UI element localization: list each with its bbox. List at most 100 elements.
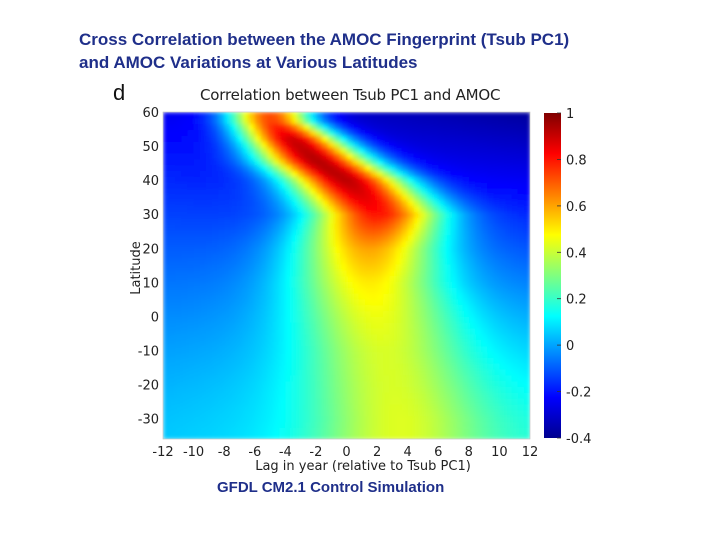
heatmap-cell	[260, 322, 268, 329]
heatmap-cell	[224, 117, 231, 125]
heatmap-cell	[218, 158, 225, 166]
heatmap-cell	[352, 275, 360, 282]
heatmap-cell	[438, 427, 445, 434]
heatmap-cell	[254, 298, 262, 306]
heatmap-cell	[224, 386, 231, 393]
heatmap-cell	[334, 112, 341, 119]
heatmap-cell	[260, 170, 268, 177]
heatmap-cell	[432, 211, 439, 218]
heatmap-cell	[511, 304, 519, 312]
heatmap-cell	[450, 363, 458, 370]
heatmap-cell	[499, 170, 507, 177]
heatmap-cell	[493, 217, 501, 224]
heatmap-cell	[334, 433, 341, 439]
heatmap-cell	[432, 304, 439, 312]
heatmap-cell	[328, 228, 335, 236]
heatmap-cell	[499, 217, 507, 224]
heatmap-cell	[199, 363, 207, 370]
heatmap-cell	[523, 182, 530, 189]
heatmap-cell	[260, 287, 268, 294]
heatmap-cell	[395, 112, 403, 119]
heatmap-cell	[163, 310, 170, 317]
heatmap-cell	[346, 176, 354, 183]
heatmap-cell	[432, 182, 439, 189]
heatmap-cell	[432, 123, 439, 131]
heatmap-cell	[383, 281, 390, 288]
heatmap-cell	[407, 170, 415, 177]
heatmap-cell	[426, 281, 433, 288]
heatmap-cell	[285, 386, 293, 393]
heatmap-cell	[334, 135, 341, 142]
heatmap-cell	[199, 117, 207, 125]
heatmap-cell	[266, 351, 274, 358]
heatmap-cell	[474, 112, 482, 119]
heatmap-cell	[193, 310, 201, 317]
heatmap-cell	[377, 409, 384, 417]
heatmap-cell	[340, 199, 348, 207]
heatmap-cell	[346, 129, 354, 136]
heatmap-cell	[291, 263, 299, 271]
heatmap-cell	[370, 357, 378, 364]
heatmap-cell	[273, 257, 280, 265]
heatmap-cell	[426, 415, 433, 423]
heatmap-cell	[468, 234, 476, 242]
heatmap-cell	[334, 199, 341, 207]
heatmap-cell	[303, 433, 311, 439]
heatmap-cell	[419, 176, 427, 183]
heatmap-cell	[279, 333, 286, 341]
heatmap-cell	[340, 427, 348, 434]
heatmap-cell	[334, 304, 341, 312]
heatmap-cell	[187, 357, 195, 364]
heatmap-cell	[523, 164, 530, 171]
heatmap-cell	[517, 164, 525, 171]
heatmap-cell	[377, 176, 384, 183]
heatmap-cell	[468, 217, 476, 224]
heatmap-cell	[456, 252, 464, 259]
heatmap-cell	[303, 415, 311, 423]
heatmap-cell	[389, 386, 397, 393]
heatmap-cell	[377, 164, 384, 171]
heatmap-cell	[266, 222, 274, 230]
heatmap-cell	[395, 415, 403, 423]
heatmap-cell	[309, 322, 317, 329]
heatmap-cell	[407, 351, 415, 358]
heatmap-cell	[273, 187, 280, 195]
heatmap-cell	[322, 310, 329, 317]
heatmap-cell	[377, 333, 384, 341]
heatmap-cell	[291, 409, 299, 417]
heatmap-cell	[370, 269, 378, 277]
heatmap-cell	[487, 234, 494, 242]
heatmap-cell	[346, 339, 354, 347]
heatmap-cell	[444, 304, 452, 312]
heatmap-cell	[273, 269, 280, 277]
heatmap-cell	[444, 357, 452, 364]
heatmap-cell	[413, 141, 421, 148]
heatmap-cell	[291, 222, 299, 230]
heatmap-cell	[322, 112, 329, 119]
heatmap-cell	[279, 205, 286, 212]
heatmap-cell	[260, 129, 268, 136]
heatmap-cell	[205, 398, 213, 405]
heatmap-cell	[346, 117, 354, 125]
heatmap-cell	[297, 421, 305, 428]
heatmap-cell	[370, 117, 378, 125]
heatmap-cell	[303, 257, 311, 265]
heatmap-cell	[322, 374, 329, 382]
heatmap-cell	[303, 398, 311, 405]
heatmap-cell	[481, 147, 488, 154]
heatmap-cell	[205, 147, 213, 154]
heatmap-cell	[487, 403, 494, 411]
heatmap-cell	[248, 316, 256, 323]
heatmap-cell	[230, 363, 237, 370]
heatmap-cell	[340, 392, 348, 399]
heatmap-cell	[211, 257, 219, 265]
heatmap-cell	[328, 158, 335, 166]
heatmap-cell	[254, 129, 262, 136]
heatmap-cell	[383, 421, 390, 428]
heatmap-cell	[211, 298, 219, 306]
x-tick-label: -12	[152, 445, 173, 460]
heatmap-cell	[450, 357, 458, 364]
heatmap-cell	[328, 281, 335, 288]
heatmap-cell	[456, 164, 464, 171]
heatmap-cell	[523, 199, 530, 207]
